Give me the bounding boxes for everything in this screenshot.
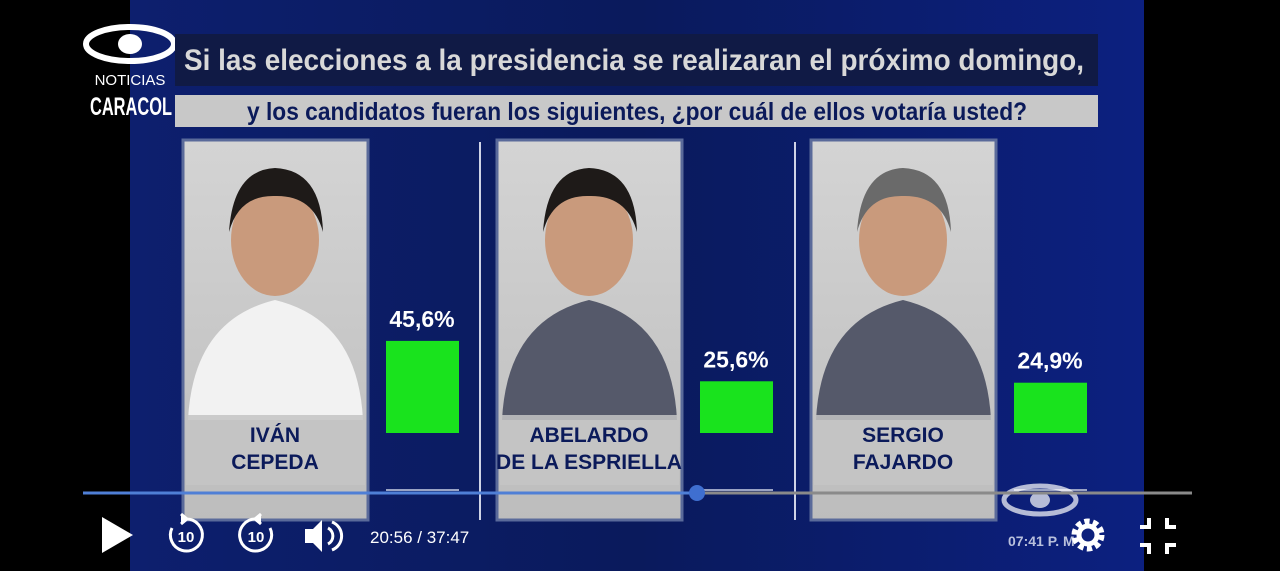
logo: [83, 24, 177, 64]
portrait-body: [502, 300, 677, 420]
candidate-name: DE LA ESPRIELLA: [496, 451, 682, 474]
portrait-head: [859, 184, 947, 296]
forward-label: 10: [248, 529, 265, 546]
scrubber[interactable]: [689, 485, 705, 501]
value-label: 45,6%: [389, 306, 454, 332]
settings-button[interactable]: [1071, 518, 1105, 552]
exit-fullscreen-button[interactable]: [1140, 518, 1176, 554]
portrait-hair: [543, 168, 637, 232]
bar: [700, 381, 773, 433]
bar: [386, 340, 459, 433]
name-band: [186, 415, 365, 485]
portrait-head: [231, 184, 319, 296]
question: y los candidatos fueran los siguientes, …: [247, 98, 1027, 126]
candidate-name: FAJARDO: [853, 451, 953, 474]
portrait-body: [816, 300, 991, 420]
bar: [1014, 382, 1087, 433]
candidate-name: SERGIO: [862, 424, 944, 447]
logo-text: NOTICIAS: [95, 72, 166, 89]
question-strip: [175, 95, 1098, 127]
value-label: 24,9%: [1017, 348, 1082, 374]
portrait-head: [545, 184, 633, 296]
question-strip: [175, 34, 1098, 86]
watermark: [1001, 483, 1079, 517]
candidate-name: ABELARDO: [530, 424, 649, 447]
value-label: 25,6%: [703, 346, 768, 372]
question: Si las elecciones a la presidencia se re…: [184, 44, 1084, 77]
rewind-button[interactable]: [168, 512, 204, 553]
forward-button[interactable]: [238, 512, 274, 553]
time-display: 20:56 / 37:47: [370, 528, 469, 547]
candidates: IVÁN CEPEDA 45,6% ABELARDO DE LA ESPRIELLA 25…: [181, 138, 1087, 522]
logo-text: CARACOL: [90, 93, 172, 121]
portrait-hair: [857, 168, 951, 232]
portrait-body: [188, 300, 363, 420]
candidate-name: IVÁN: [250, 424, 300, 447]
clock: 07:41 P. M: [1008, 533, 1075, 549]
volume-button[interactable]: [305, 520, 344, 552]
rewind-label: 10: [178, 529, 195, 546]
candidate-name: CEPEDA: [231, 451, 319, 474]
portrait-hair: [229, 168, 323, 232]
play-button[interactable]: [102, 517, 133, 553]
name-band: [500, 415, 679, 485]
name-band: [814, 415, 993, 485]
